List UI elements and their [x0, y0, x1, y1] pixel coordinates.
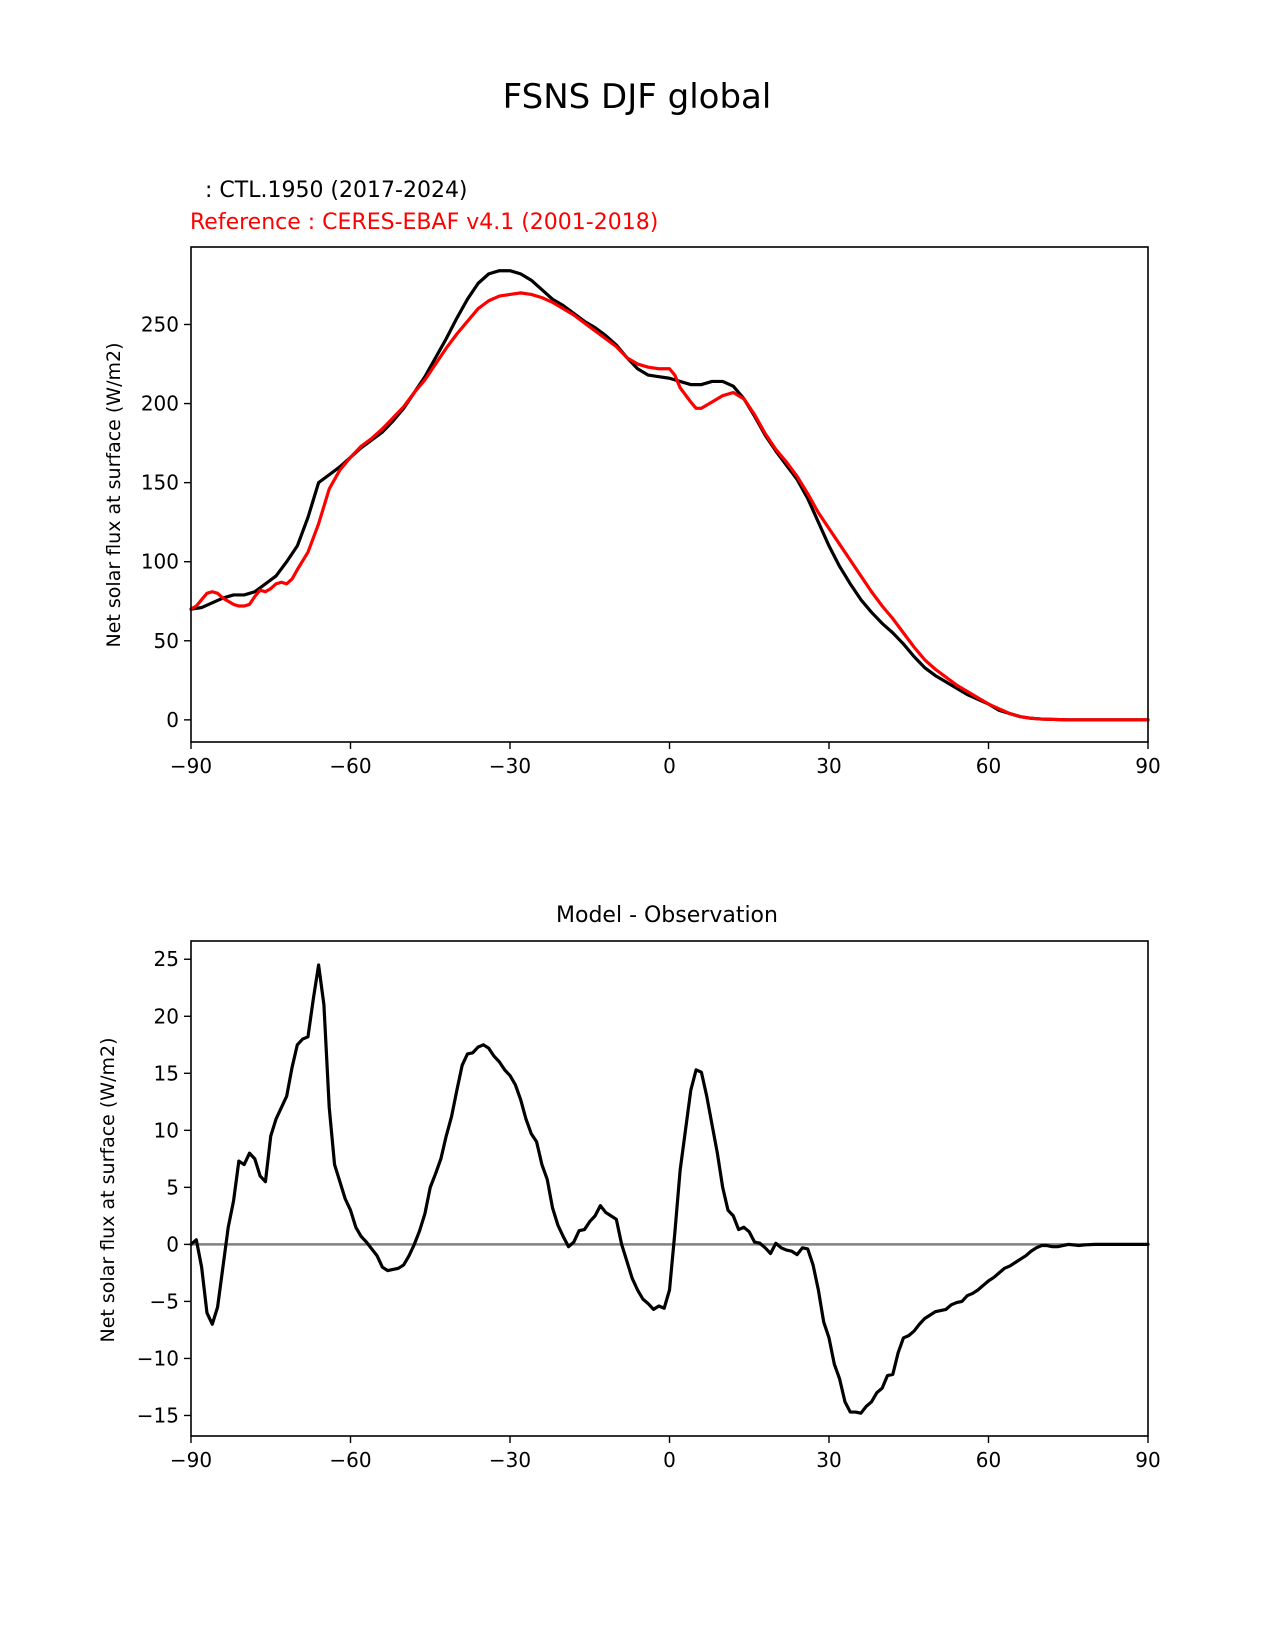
series-line-difference	[189, 963, 1150, 1415]
y-tick-label: 10	[154, 1118, 179, 1142]
x-tick-label: −60	[329, 1448, 371, 1472]
y-tick-label: 100	[141, 550, 179, 574]
x-tick-label: −90	[170, 754, 212, 778]
bottom-panel: Model - Observation Net solar flux at su…	[97, 903, 1161, 1472]
top-panel: : CTL.1950 (2017-2024) Reference : CERES…	[103, 178, 1161, 778]
x-tick-label: −30	[489, 1448, 531, 1472]
x-tick-label: 90	[1135, 754, 1160, 778]
y-tick-label: 15	[154, 1061, 179, 1085]
series-line-reference	[189, 291, 1150, 722]
bottom-panel-title: Model - Observation	[556, 903, 778, 928]
reference-series-label: Reference : CERES-EBAF v4.1 (2001-2018)	[190, 210, 658, 235]
x-tick-label: 60	[976, 754, 1001, 778]
x-tick-label: −30	[489, 754, 531, 778]
y-tick-label: −5	[150, 1289, 179, 1313]
y-tick-label: 20	[154, 1004, 179, 1028]
x-tick-label: 30	[816, 754, 841, 778]
y-tick-label: 25	[154, 947, 179, 971]
figure-title: FSNS DJF global	[503, 77, 772, 117]
y-tick-label: 5	[166, 1175, 179, 1199]
y-tick-label: 50	[154, 629, 179, 653]
y-tick-label: 200	[141, 392, 179, 416]
test-series-label: : CTL.1950 (2017-2024)	[205, 178, 468, 203]
series-line-model	[189, 269, 1150, 722]
y-tick-label: 0	[166, 708, 179, 732]
x-tick-label: 0	[663, 1448, 676, 1472]
x-tick-label: 90	[1135, 1448, 1160, 1472]
y-tick-label: 150	[141, 471, 179, 495]
axes-frame	[190, 246, 1149, 743]
y-tick-label: 0	[166, 1232, 179, 1256]
y-tick-label: −15	[137, 1403, 179, 1427]
axes-frame	[190, 940, 1149, 1437]
x-tick-label: 30	[816, 1448, 841, 1472]
y-tick-label: 250	[141, 312, 179, 336]
x-tick-label: 60	[976, 1448, 1001, 1472]
y-tick-label: −10	[137, 1346, 179, 1370]
x-tick-label: −60	[329, 754, 371, 778]
top-y-axis-label: Net solar flux at surface (W/m2)	[103, 343, 125, 648]
x-tick-label: −90	[170, 1448, 212, 1472]
bottom-y-axis-label: Net solar flux at surface (W/m2)	[97, 1038, 119, 1343]
x-tick-label: 0	[663, 754, 676, 778]
